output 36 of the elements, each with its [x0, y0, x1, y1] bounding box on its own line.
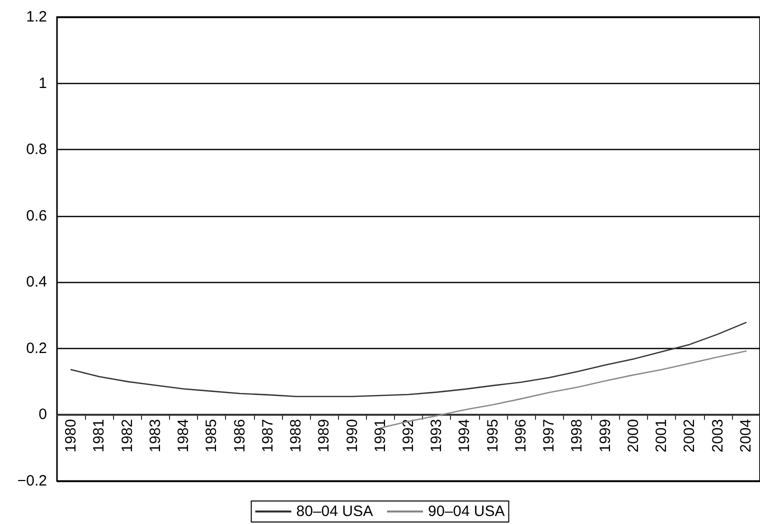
x-tick-label: 2001 — [653, 419, 670, 452]
x-tick-label: 1992 — [400, 419, 417, 452]
x-tick-label: 2003 — [709, 419, 726, 452]
line-series — [70, 322, 747, 398]
x-tick-label: 1983 — [146, 419, 164, 452]
x-tick-label: 2002 — [681, 419, 698, 452]
x-tick-label: 1981 — [90, 419, 108, 452]
x-tick-label: 1984 — [175, 419, 192, 452]
x-tick-label: 1998 — [568, 419, 586, 452]
x-tick-label: 2000 — [624, 419, 642, 452]
legend-label: 90–04 USA — [428, 503, 505, 520]
x-tick-label: 1991 — [372, 419, 389, 452]
y-tick-label: 1.2 — [26, 8, 47, 26]
x-tick-label: 1993 — [428, 419, 446, 452]
x-tick-label: 1987 — [259, 419, 276, 452]
x-tick-label: 1989 — [316, 419, 333, 452]
y-tick-label: 1 — [38, 74, 47, 92]
y-tick-label: 0.2 — [26, 340, 47, 357]
y-tick-label: 0.6 — [26, 207, 47, 224]
x-tick-label: 1988 — [288, 419, 305, 452]
x-tick-label: 1997 — [540, 419, 558, 452]
y-tick-label: −0.2 — [17, 472, 47, 490]
x-tick-label: 1996 — [512, 419, 530, 452]
x-tick-label: 1994 — [456, 419, 474, 452]
x-tick-label: 2004 — [737, 419, 754, 452]
x-tick-label: 1995 — [484, 419, 502, 452]
x-tick-label: 1986 — [231, 419, 248, 452]
x-tick-label: 1985 — [203, 419, 220, 452]
x-tick-label: 1982 — [118, 419, 136, 452]
x-tick-label: 1980 — [62, 419, 80, 452]
y-tick-label: 0.4 — [26, 274, 47, 291]
legend-label: 80–04 USA — [296, 503, 374, 520]
y-tick-label: 0 — [38, 406, 47, 424]
y-tick-label: 0.8 — [26, 141, 47, 158]
x-tick-label: 1990 — [344, 419, 361, 452]
x-tick-label: 1999 — [596, 419, 614, 452]
